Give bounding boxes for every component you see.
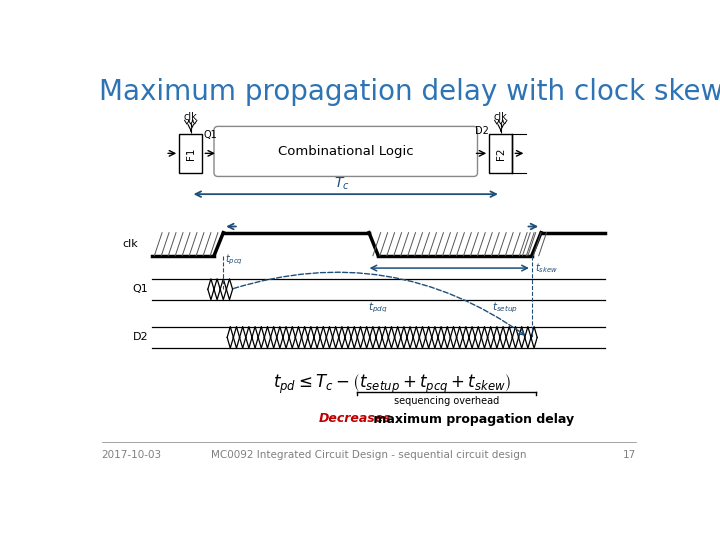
Bar — [489, 134, 513, 173]
Text: $T_c$: $T_c$ — [334, 176, 350, 192]
Text: MC0092 Integrated Circuit Design - sequential circuit design: MC0092 Integrated Circuit Design - seque… — [211, 450, 527, 460]
Text: 2017-10-03: 2017-10-03 — [102, 450, 162, 460]
Text: maximum propagation delay: maximum propagation delay — [369, 413, 574, 426]
Text: Decreases: Decreases — [319, 413, 392, 426]
Text: F1: F1 — [186, 147, 196, 160]
Text: D2: D2 — [475, 126, 489, 136]
Bar — [179, 134, 202, 173]
Text: $t_{pcq}$: $t_{pcq}$ — [225, 252, 243, 267]
Text: clk: clk — [184, 112, 197, 122]
Text: Combinational Logic: Combinational Logic — [278, 145, 413, 158]
Text: sequencing overhead: sequencing overhead — [394, 396, 499, 406]
Text: D2: D2 — [132, 333, 148, 342]
Text: $t_{setup}$: $t_{setup}$ — [492, 301, 518, 315]
FancyBboxPatch shape — [214, 126, 477, 177]
Text: $t_{pd} \leq T_c - \left(t_{setup} + t_{pcq} + t_{skew}\right)$: $t_{pd} \leq T_c - \left(t_{setup} + t_{… — [273, 373, 511, 396]
Text: clk: clk — [494, 112, 508, 122]
Text: Q1: Q1 — [132, 284, 148, 294]
Text: $t_{pdq}$: $t_{pdq}$ — [368, 301, 387, 315]
Text: 17: 17 — [623, 450, 636, 460]
Text: Maximum propagation delay with clock skew: Maximum propagation delay with clock ske… — [99, 78, 720, 106]
Text: clk: clk — [122, 239, 138, 249]
Text: Q1: Q1 — [204, 130, 217, 140]
Text: $t_{skew}$: $t_{skew}$ — [535, 261, 558, 275]
Text: F2: F2 — [496, 147, 505, 160]
